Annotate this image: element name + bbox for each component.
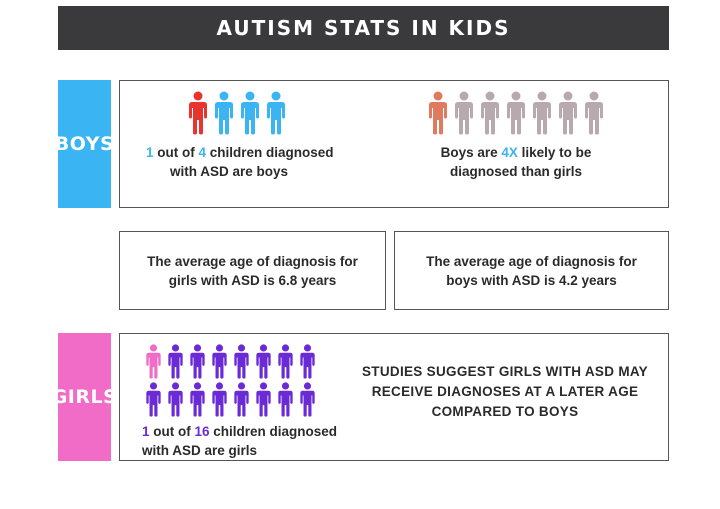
boys-likelihood-icons xyxy=(426,91,606,135)
person-icon xyxy=(190,382,205,417)
boys-ratio-text: 1 out of 4 children diagnosed with ASD a… xyxy=(146,145,334,179)
person-icon xyxy=(455,91,473,135)
person-icon xyxy=(533,91,551,135)
person-icon xyxy=(234,344,249,379)
person-icon xyxy=(241,91,259,135)
person-icon xyxy=(168,344,183,379)
person-icon xyxy=(234,382,249,417)
person-icon xyxy=(215,91,233,135)
icon-row xyxy=(143,382,319,417)
person-icon xyxy=(300,344,315,379)
boys-panel: 1 out of 4 children diagnosed with ASD a… xyxy=(119,80,669,208)
girls-ratio-icons xyxy=(143,344,319,420)
person-icon xyxy=(278,344,293,379)
person-icon xyxy=(256,344,271,379)
person-icon xyxy=(146,344,161,379)
person-icon xyxy=(300,382,315,417)
girls-ratio-text: 1 out of 16 children diagnosed with ASD … xyxy=(142,424,338,458)
person-icon xyxy=(429,91,447,135)
page-title: AUTISM STATS IN KIDS xyxy=(58,6,669,50)
person-icon xyxy=(585,91,603,135)
boys-tab: BOYS xyxy=(55,80,114,208)
girls-tab: GIRLS xyxy=(52,333,117,461)
girls-average-age-card: The average age of diagnosis for girls wi… xyxy=(119,231,386,310)
person-icon xyxy=(168,382,183,417)
person-icon xyxy=(481,91,499,135)
person-icon xyxy=(256,382,271,417)
person-icon xyxy=(189,91,207,135)
boys-ratio-icons xyxy=(186,91,288,135)
icon-row xyxy=(143,344,319,379)
boys-likelihood-text: Boys are 4X likely to be diagnosed than … xyxy=(440,145,592,179)
person-icon xyxy=(278,382,293,417)
boys-average-age-card: The average age of diagnosis for boys wit… xyxy=(394,231,669,310)
person-icon xyxy=(212,382,227,417)
person-icon xyxy=(146,382,161,417)
girls-panel: 1 out of 16 children diagnosed with ASD … xyxy=(119,333,669,461)
person-icon xyxy=(212,344,227,379)
person-icon xyxy=(507,91,525,135)
person-icon xyxy=(559,91,577,135)
person-icon xyxy=(267,91,285,135)
studies-note: STUDIES SUGGEST GIRLS WITH ASD MAY RECEI… xyxy=(362,364,648,419)
person-icon xyxy=(190,344,205,379)
